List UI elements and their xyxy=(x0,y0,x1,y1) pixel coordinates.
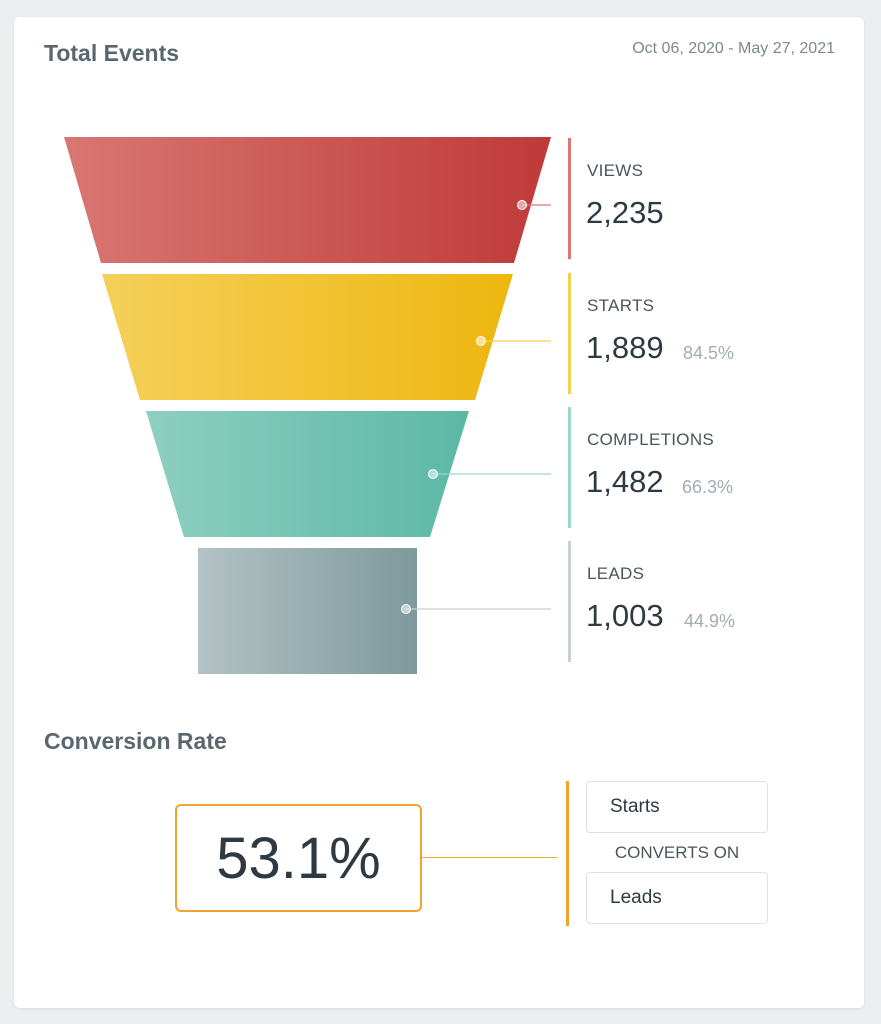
funnel-chart xyxy=(64,137,551,674)
from-stage-select[interactable]: Starts xyxy=(586,781,768,833)
to-stage-select[interactable]: Leads xyxy=(586,872,768,924)
funnel-stage-views: VIEWS 2,235 xyxy=(568,138,831,259)
funnel-stage-starts: STARTS 1,889 84.5% xyxy=(568,273,831,394)
funnel-segment-starts[interactable] xyxy=(102,274,513,400)
date-range[interactable]: Oct 06, 2020 - May 27, 2021 xyxy=(632,40,835,57)
funnel-segment-completions[interactable] xyxy=(146,411,469,537)
funnel-stage-completions: COMPLETIONS 1,482 66.3% xyxy=(568,407,831,528)
conversion-rate-value: 53.1% xyxy=(175,804,422,912)
stage-value: 2,235 xyxy=(586,195,664,230)
stage-label: LEADS xyxy=(587,564,645,583)
conversion-connector xyxy=(420,857,557,858)
conversion-rate-title: Conversion Rate xyxy=(44,728,227,754)
stage-value: 1,003 xyxy=(586,598,664,633)
page-title: Total Events xyxy=(44,40,180,66)
connector-dot-leads xyxy=(401,604,411,614)
connector-dot-completions xyxy=(428,469,438,479)
stage-label: VIEWS xyxy=(587,161,644,180)
connector-dot-starts xyxy=(476,336,486,346)
converts-on-label: CONVERTS ON xyxy=(614,843,740,862)
stage-label: STARTS xyxy=(587,296,655,315)
conversion-accent-bar xyxy=(566,781,569,926)
connector-dot-views xyxy=(517,200,527,210)
funnel-segment-views[interactable] xyxy=(64,137,551,263)
stage-value: 1,482 xyxy=(586,464,664,499)
stage-value: 1,889 xyxy=(586,330,664,365)
stage-percent: 84.5% xyxy=(683,343,735,363)
stage-percent: 66.3% xyxy=(682,477,734,497)
stage-percent: 44.9% xyxy=(684,611,736,631)
funnel-segment-leads[interactable] xyxy=(198,548,417,674)
stage-label: COMPLETIONS xyxy=(587,430,715,449)
funnel-stage-leads: LEADS 1,003 44.9% xyxy=(568,541,831,662)
